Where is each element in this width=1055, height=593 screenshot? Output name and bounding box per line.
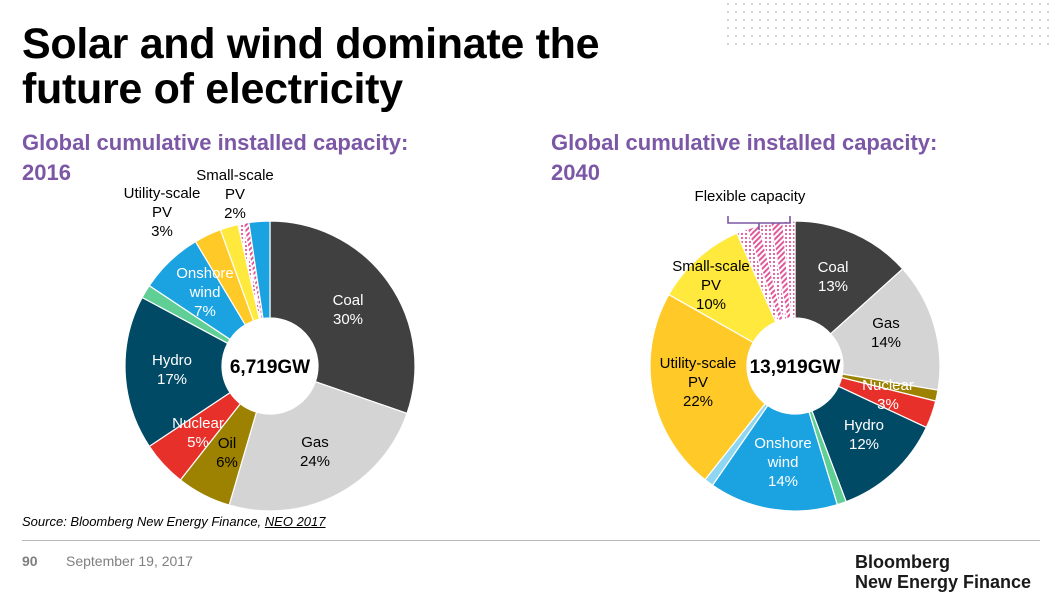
brand-line-1: Bloomberg	[855, 552, 951, 572]
slice-gas	[829, 268, 941, 391]
brand-line-2: New Energy Finance	[855, 572, 1032, 592]
slice-label-hydro: Hydro 17%	[152, 352, 192, 388]
slice-label-nuclear: Nuclear 5%	[172, 415, 224, 451]
slice-utility-pv	[649, 293, 767, 481]
center-total-label: 6,719GW	[230, 357, 310, 378]
donut-charts: 6,719GW Coal 30% Gas 24% Oil 6%Nuclear 5% Hydro 1…	[124, 167, 941, 512]
slice-label-utility-pv: Utility-scale PV 22%	[660, 355, 737, 410]
slice-label-nuclear: Nuclear 3%	[862, 377, 914, 413]
slice-hydro	[811, 385, 928, 503]
slice-label-onshore-wind: Onshore wind 7%	[176, 265, 234, 320]
slice-gas	[228, 380, 408, 512]
slide-title-line-2: future of electricity	[22, 65, 403, 113]
chart-2040-subtitle: Global cumulative installed capacity: 20…	[551, 128, 1011, 188]
source-text: Source: Bloomberg New Energy Finance,	[22, 514, 265, 529]
chart-2040-subtitle-line-1: Global cumulative installed capacity:	[551, 130, 938, 155]
flexible-capacity-label: Flexible capacity	[695, 188, 806, 205]
donut-chart-2016: 6,719GW Coal 30% Gas 24% Oil 6%Nuclear 5% Hydro 1…	[124, 167, 416, 512]
slice-label-gas: Gas 14%	[871, 315, 901, 351]
slice-label-coal: Coal 30%	[333, 292, 364, 328]
chart-2016-subtitle-line-1: Global cumulative installed capacity:	[22, 130, 409, 155]
slice-label-oil: Oil 6%	[216, 435, 238, 471]
source-link[interactable]: NEO 2017	[264, 514, 326, 529]
chart-2016-subtitle: Global cumulative installed capacity: 20…	[22, 128, 482, 188]
slice-label-utility-pv: Utility-scale PV 3%	[124, 185, 201, 240]
donut-chart-2040: 13,919GW Coal 13% Gas 14% Nuclear 3% Hydro 12% On…	[649, 220, 941, 512]
slice-label-gas: Gas 24%	[300, 434, 330, 470]
slice-coal	[794, 220, 904, 335]
slide-title-line-1: Solar and wind dominate the	[22, 20, 600, 68]
slice-label-hydro: Hydro 12%	[844, 417, 884, 453]
brand-logo: Bloomberg New Energy Finance	[855, 552, 1031, 592]
slice-coal	[269, 220, 416, 415]
center-total-label: 13,919GW	[750, 357, 841, 378]
chart-2040-subtitle-line-2: 2040	[551, 160, 600, 185]
flexible-capacity-bracket	[727, 216, 791, 230]
decorative-dot-grid	[724, 0, 1055, 46]
source-note: Source: Bloomberg New Energy Finance, NE…	[22, 514, 326, 529]
chart-2016-subtitle-line-2: 2016	[22, 160, 71, 185]
flexible-capacity-annotation: Flexible capacity	[695, 188, 806, 230]
slice-label-onshore-wind: Onshore wind 14%	[754, 435, 812, 490]
slice-hydro	[124, 296, 231, 448]
slice-label-coal: Coal 13%	[818, 259, 849, 295]
slice-onshore-wind	[711, 404, 839, 512]
slice-other-blue	[248, 220, 271, 320]
slide-title: Solar and wind dominate the future of el…	[22, 20, 600, 113]
page-number: 90	[22, 553, 38, 569]
slice-label-small-pv: Small-scale PV 10%	[672, 258, 750, 313]
slice-flexible-5	[782, 220, 796, 319]
slice-label-small-pv: Small-scale PV 2%	[196, 167, 274, 222]
slide-date: September 19, 2017	[66, 553, 193, 569]
footer-divider	[22, 540, 1040, 541]
